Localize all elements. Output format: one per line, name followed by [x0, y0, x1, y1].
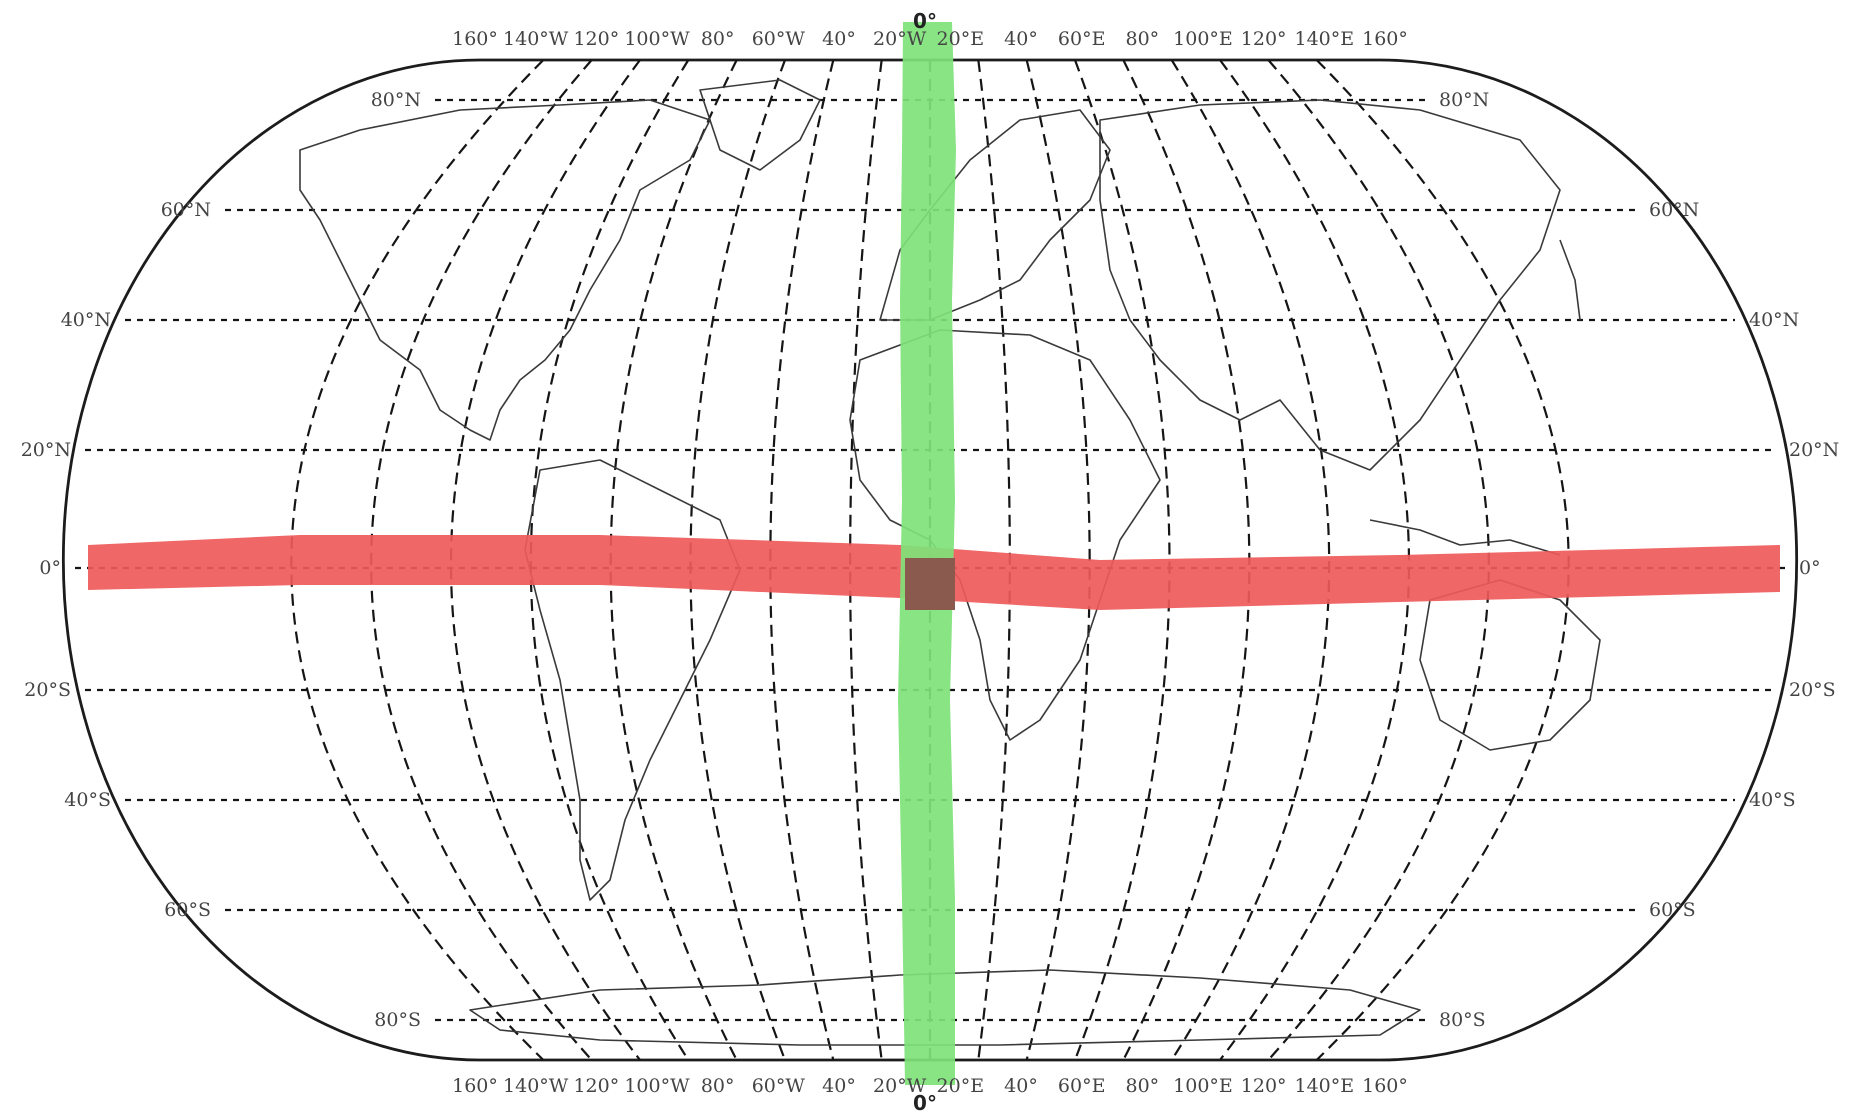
latitude-label-right: 20°N	[1789, 439, 1839, 461]
latitude-label-left: 20°N	[21, 439, 71, 461]
latitude-label-left: 40°N	[61, 309, 111, 331]
prime-meridian-top-label: 0°	[913, 9, 937, 33]
latitude-label-left: 0°	[39, 557, 61, 579]
meridian-label-top: 120°	[573, 28, 619, 50]
meridian-label-bottom: 120°	[573, 1075, 619, 1097]
meridian-label-bottom: 140°W	[503, 1075, 569, 1097]
latitude-label-left: 60°N	[161, 199, 211, 221]
latitude-label-right: 0°	[1799, 557, 1821, 579]
meridian-label-top: 20°W	[873, 28, 927, 50]
meridian-label-top: 60°E	[1058, 28, 1106, 50]
top-meridian-labels: 160° 140°W 120° 100°W 80° 60°W 40° 20°W 20°E 40° 6…	[452, 28, 1408, 50]
meridian-line	[1219, 59, 1410, 1061]
antarctica	[469, 969, 1421, 1046]
meridian-label-bottom: 160°	[1362, 1075, 1408, 1097]
meridian-label-bottom: 160°	[452, 1075, 498, 1097]
latitude-label-right: 40°N	[1749, 309, 1799, 331]
latitude-label-right: 60°S	[1649, 899, 1696, 921]
north-america	[299, 99, 711, 441]
meridian-label-bottom: 120°	[1241, 1075, 1287, 1097]
latitude-label-right: 80°S	[1439, 1009, 1486, 1031]
australia	[1419, 579, 1601, 751]
meridian-label-top: 80°	[701, 28, 735, 50]
meridian-label-top: 140°W	[503, 28, 569, 50]
prime-meridian-bottom-label: 0°	[913, 1091, 937, 1115]
indonesia	[1369, 519, 1561, 556]
meridian-label-top: 40°	[1004, 28, 1038, 50]
latitude-label-right: 40°S	[1749, 789, 1796, 811]
latitude-label-left: 20°S	[24, 679, 71, 701]
meridian-label-top: 100°W	[624, 28, 690, 50]
meridian-label-top: 100°E	[1173, 28, 1233, 50]
meridian-line	[769, 59, 835, 1061]
meridian-label-top: 160°	[452, 28, 498, 50]
south-america	[524, 459, 741, 901]
meridian-label-bottom: 100°E	[1173, 1075, 1233, 1097]
africa	[849, 329, 1161, 741]
right-latitude-labels: 80°N 60°N 40°N 20°N 0° 20°S 40°S 60°S 80°S	[1439, 89, 1839, 1031]
latitude-label-left: 80°S	[374, 1009, 421, 1031]
meridian-label-bottom: 20°W	[873, 1075, 927, 1097]
meridian-label-bottom: 80°	[1125, 1075, 1159, 1097]
map-outline	[62, 58, 1798, 1062]
meridian-label-bottom: 60°E	[1058, 1075, 1106, 1097]
latitude-label-right: 60°N	[1649, 199, 1699, 221]
meridian-label-bottom: 40°	[1004, 1075, 1038, 1097]
coastlines	[299, 79, 1601, 1046]
meridian-label-top: 20°E	[937, 28, 985, 50]
asia	[1099, 99, 1561, 471]
meridian-label-bottom: 100°W	[624, 1075, 690, 1097]
meridian-label-top: 40°	[822, 28, 856, 50]
greenland	[699, 79, 821, 171]
meridian-line	[450, 59, 641, 1061]
meridian-label-bottom: 60°W	[752, 1075, 806, 1097]
meridian-line	[1025, 59, 1091, 1061]
japan	[1559, 239, 1581, 321]
latitude-label-left: 40°S	[64, 789, 111, 811]
meridian-label-top: 140°E	[1295, 28, 1355, 50]
meridian-label-bottom: 80°	[701, 1075, 735, 1097]
meridian-label-bottom: 40°	[822, 1075, 856, 1097]
meridian-label-top: 160°	[1362, 28, 1408, 50]
latitude-label-right: 20°S	[1789, 679, 1836, 701]
intersection-marker	[905, 558, 955, 610]
bottom-meridian-labels: 160° 140°W 120° 100°W 80° 60°W 40° 20°W 20°E 40° 6…	[452, 1075, 1408, 1097]
meridian-label-bottom: 20°E	[937, 1075, 985, 1097]
left-latitude-labels: 80°N 60°N 40°N 20°N 0° 20°S 40°S 60°S 80°S	[21, 89, 421, 1031]
latitude-label-left: 60°S	[164, 899, 211, 921]
meridian-label-top: 60°W	[752, 28, 806, 50]
latitude-label-right: 80°N	[1439, 89, 1489, 111]
prime-meridian-highlight	[898, 22, 956, 1085]
meridian-label-bottom: 140°E	[1295, 1075, 1355, 1097]
meridian-label-top: 120°	[1241, 28, 1287, 50]
latitude-label-left: 80°N	[371, 89, 421, 111]
meridian-label-top: 80°	[1125, 28, 1159, 50]
